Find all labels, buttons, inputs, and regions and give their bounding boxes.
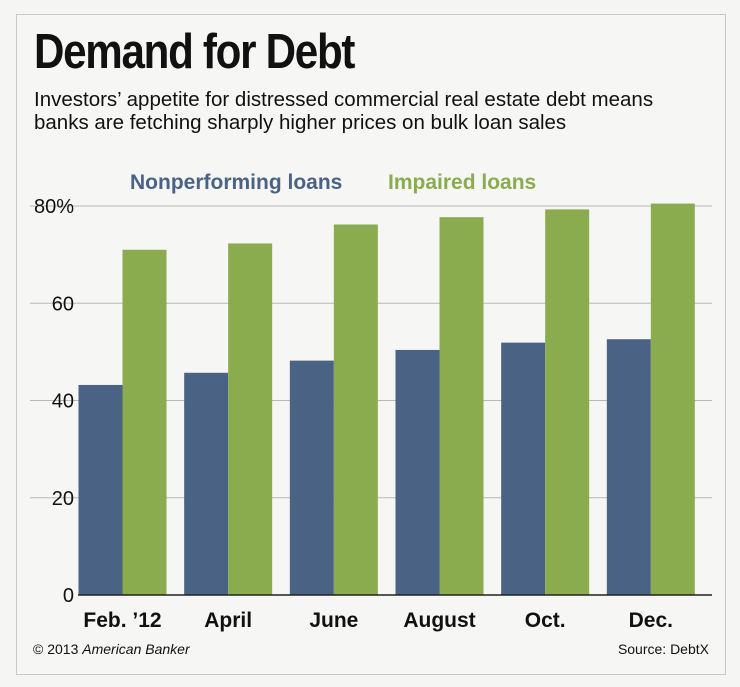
bar-nonperforming bbox=[395, 349, 440, 595]
bar-nonperforming bbox=[184, 372, 229, 595]
bar-impaired bbox=[439, 217, 484, 595]
copyright-year: © 2013 bbox=[33, 641, 79, 657]
x-category-label: Dec. bbox=[629, 609, 673, 632]
y-tick-label: 0 bbox=[63, 585, 74, 607]
source-note: Source: DebtX bbox=[617, 641, 709, 657]
bar-nonperforming bbox=[501, 342, 546, 595]
page-title: Demand for Debt bbox=[34, 25, 355, 79]
y-tick-label: 20 bbox=[52, 488, 74, 510]
bar-impaired bbox=[122, 249, 167, 595]
x-category-label: Feb. ’12 bbox=[83, 609, 161, 632]
x-category-label: June bbox=[309, 609, 358, 632]
bar-impaired bbox=[650, 203, 695, 595]
bar-nonperforming bbox=[78, 384, 123, 595]
bar-nonperforming bbox=[289, 360, 334, 595]
bar-impaired bbox=[333, 224, 378, 596]
legend-nonperforming: Nonperforming loans bbox=[130, 171, 343, 194]
bar-impaired bbox=[228, 243, 273, 595]
copyright: © 2013 American Banker bbox=[33, 641, 190, 657]
x-category-label: August bbox=[403, 609, 475, 632]
bar-nonperforming bbox=[606, 339, 651, 595]
x-category-label: Oct. bbox=[525, 609, 566, 632]
y-tick-label: 80% bbox=[34, 196, 74, 218]
bar-impaired bbox=[545, 209, 590, 595]
subtitle: Investors’ appetite for distressed comme… bbox=[34, 88, 654, 134]
publisher: American Banker bbox=[82, 641, 190, 657]
y-tick-label: 40 bbox=[52, 391, 74, 413]
x-category-label: April bbox=[204, 609, 252, 632]
y-tick-label: 60 bbox=[52, 293, 74, 315]
legend-impaired: Impaired loans bbox=[388, 171, 537, 194]
